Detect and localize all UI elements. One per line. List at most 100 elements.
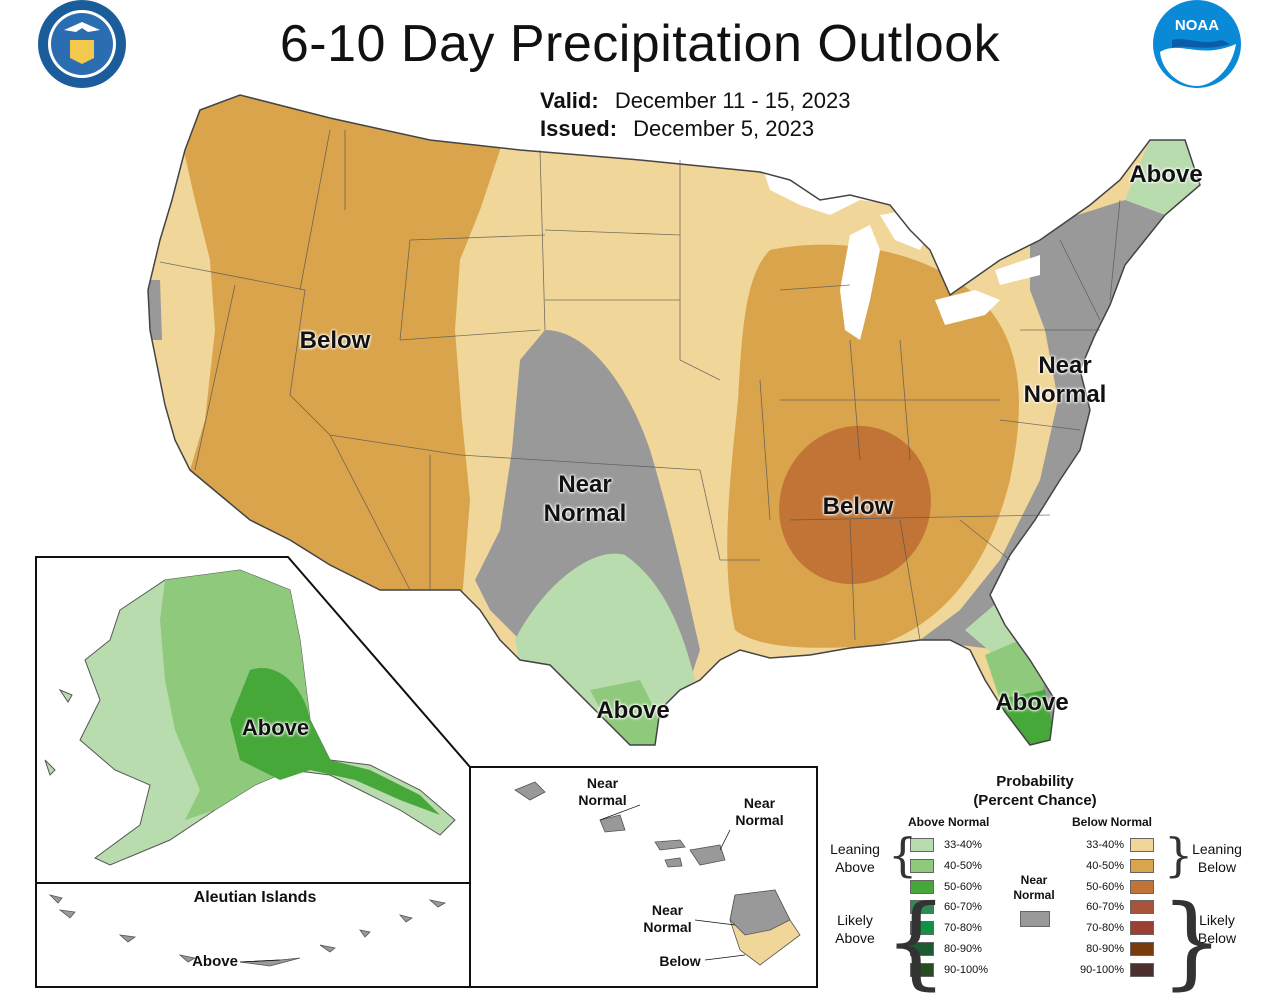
label-plains-near-line1: Near (558, 471, 612, 498)
aleutian-islands-shape (48, 894, 447, 967)
above-legend-range: 40-50% (944, 859, 982, 872)
above-legend-row: 40-50% (910, 858, 992, 873)
state-lines (159, 129, 1121, 641)
above-legend-range: 33-40% (944, 839, 982, 851)
legend-title-line1: Probability (996, 773, 1074, 790)
below-legend-range: 33-40% (1086, 839, 1124, 851)
legend-title-line2: (Percent Chance) (973, 792, 1097, 809)
above-legend-swatch (910, 942, 934, 956)
label-hawaii-near-1: Near Normal (565, 775, 640, 809)
legend-near-swatch (1020, 911, 1050, 927)
below-legend-row: 50-60% (1076, 879, 1154, 894)
brace-leaning-above: { (888, 828, 918, 882)
legend-leaning-below: Leaning Below (1184, 840, 1250, 876)
leaning-above-line2: Above (835, 859, 875, 875)
legend-near-normal: Near Normal (1006, 873, 1062, 903)
below-legend-swatch (1130, 879, 1154, 894)
below-legend-row: 60-70% (1076, 900, 1154, 915)
label-west-below: Below (299, 327, 371, 354)
below-legend-swatch (1130, 942, 1154, 956)
hawaii-near-2-line2: Normal (735, 812, 784, 828)
label-hawaii-below: Below (659, 953, 701, 969)
below-legend-range: 80-90% (1086, 943, 1124, 955)
below-legend-range: 60-70% (1086, 901, 1124, 914)
valid-line: Valid: December 11 - 15, 2023 (540, 88, 850, 114)
above-legend-row: 80-90% (910, 942, 992, 956)
below-legend-row: 40-50% (1076, 858, 1154, 873)
below-legend-swatch (1130, 921, 1154, 936)
label-aleutian-above: Above (192, 953, 238, 970)
above-legend-row: 60-70% (910, 900, 992, 915)
below-legend-row: 33-40% (1076, 838, 1154, 852)
issued-value: December 5, 2023 (633, 116, 815, 141)
hawaii-near-1-line1: Near (586, 775, 619, 791)
label-hawaii-near-2: Near Normal (722, 795, 797, 829)
likely-above-line2: Above (835, 930, 875, 946)
below-legend-swatch (1130, 858, 1154, 873)
label-plains-near-line2: Normal (543, 500, 627, 527)
below-legend-swatch (1130, 838, 1154, 852)
below-legend-row: 80-90% (1076, 942, 1154, 956)
label-hawaii-near-3: Near Normal (630, 902, 705, 936)
legend-title: Probability (Percent Chance) (930, 772, 1140, 810)
hawaii-near-1-line2: Normal (578, 792, 627, 808)
below-legend-range: 70-80% (1086, 922, 1124, 935)
leaning-below-line1: Leaning (1192, 841, 1242, 857)
legend-below-header: Below Normal (1072, 815, 1153, 829)
noaa-logo: NOAA (1153, 0, 1241, 88)
valid-label: Valid: (540, 88, 599, 113)
issued-label: Issued: (540, 116, 618, 141)
likely-below-line1: Likely (1199, 912, 1235, 928)
below-legend-swatch (1130, 900, 1154, 915)
legend-near-line1: Near (1020, 873, 1048, 887)
hawaii-near-2-line1: Near (743, 795, 776, 811)
label-alaska-above: Above (241, 715, 310, 740)
label-florida-above: Above (995, 689, 1069, 716)
label-east-below: Below (822, 493, 894, 520)
page-title: 6-10 Day Precipitation Outlook (279, 15, 1001, 73)
legend-near-line2: Normal (1013, 888, 1055, 902)
above-legend-swatch (910, 879, 934, 894)
label-texas-above: Above (596, 697, 670, 724)
below-legend-row: 70-80% (1076, 921, 1154, 936)
below-legend-row: 90-100% (1076, 962, 1154, 977)
brace-leaning-below: } (1164, 828, 1194, 882)
legend-likely-below: Likely Below (1184, 911, 1250, 947)
above-legend-row: 33-40% (910, 838, 992, 852)
legend-above-header: Above Normal (908, 815, 990, 829)
above-legend-swatch (910, 921, 934, 936)
below-legend-swatch (1130, 962, 1154, 977)
above-legend-swatch (910, 858, 934, 873)
legend-leaning-above: Leaning Above (822, 840, 888, 876)
below-legend-range: 50-60% (1086, 880, 1124, 893)
above-legend-swatch (910, 900, 934, 915)
above-legend-range: 60-70% (944, 901, 982, 914)
likely-above-line1: Likely (837, 912, 873, 928)
above-legend-swatch (910, 838, 934, 852)
legend-likely-above: Likely Above (822, 911, 888, 947)
brace-likely-above: { (884, 883, 948, 1000)
above-legend-row: 70-80% (910, 921, 992, 936)
above-legend-swatch (910, 962, 934, 977)
hawaii-near-3-line1: Near (651, 902, 684, 918)
hawaii-near-3-line2: Normal (643, 919, 692, 935)
valid-value: December 11 - 15, 2023 (614, 88, 851, 113)
leaning-below-line2: Below (1197, 859, 1237, 875)
noaa-logo-text: NOAA (1175, 17, 1219, 34)
above-legend-range: 80-90% (944, 943, 982, 955)
aleutian-title: Aleutian Islands (193, 889, 317, 906)
doc-seal-logo (38, 0, 126, 88)
label-east-near-line2: Normal (1023, 381, 1107, 408)
above-legend-range: 90-100% (944, 963, 989, 976)
below-legend-range: 90-100% (1079, 963, 1124, 976)
alaska-shape (44, 569, 456, 866)
likely-below-line2: Below (1197, 930, 1237, 946)
hawaii-shape (239, 781, 801, 966)
above-legend-row: 90-100% (910, 962, 992, 977)
below-legend-range: 40-50% (1086, 859, 1124, 872)
leaning-above-line1: Leaning (830, 841, 880, 857)
brace-likely-below: } (1160, 883, 1224, 1000)
label-east-near-line1: Near (1038, 352, 1092, 379)
issued-line: Issued: December 5, 2023 (540, 116, 814, 142)
